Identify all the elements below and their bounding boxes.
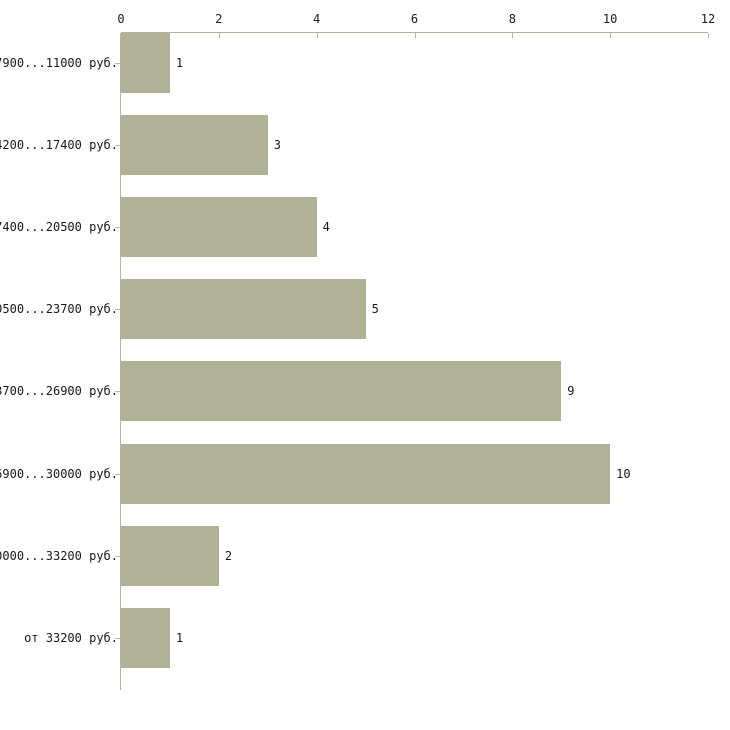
x-tick-label: 10: [602, 12, 618, 26]
x-tick-mark: [708, 33, 709, 38]
category-label: 14200...17400 руб.: [0, 138, 118, 153]
y-tick-mark: [115, 227, 120, 228]
x-axis-line: [121, 32, 708, 33]
y-tick-mark: [115, 474, 120, 475]
x-tick-mark: [316, 33, 318, 38]
y-tick-mark: [115, 638, 120, 639]
x-tick-label: 8: [508, 12, 516, 26]
category-label: от 33200 руб.: [24, 630, 118, 645]
x-tick-mark: [414, 33, 416, 38]
y-tick-mark: [115, 309, 120, 310]
y-tick-mark: [115, 145, 120, 146]
bar-value-label: 4: [322, 220, 330, 235]
bar-value-label: 5: [371, 302, 379, 317]
x-tick-mark: [610, 33, 612, 38]
bar-value-label: 9: [567, 384, 575, 399]
category-label: 20500...23700 руб.: [0, 302, 118, 317]
bar: [121, 525, 219, 586]
category-label: 7900...11000 руб.: [0, 56, 118, 70]
x-tick-label: 2: [215, 12, 223, 26]
bar: [121, 33, 170, 93]
bar-value-label: 10: [616, 466, 631, 481]
bar: [121, 197, 317, 258]
bar-value-label: 2: [224, 548, 233, 563]
x-tick-label: 0: [117, 12, 125, 26]
x-tick-mark: [218, 33, 220, 38]
category-label: 17400...20500 руб.: [0, 220, 118, 235]
bar: [121, 279, 366, 340]
x-tick-label: 4: [313, 12, 321, 26]
category-label: 30000...33200 руб.: [0, 548, 118, 563]
bar: [121, 361, 562, 422]
category-label: 23700...26900 руб.: [0, 384, 118, 399]
bar: [121, 443, 611, 504]
bar-value-label: 3: [273, 138, 281, 153]
x-tick-label: 6: [410, 12, 419, 26]
bar-value-label: 1: [175, 630, 184, 645]
x-tick-label: 12: [700, 12, 716, 26]
y-tick-mark: [115, 63, 120, 64]
category-label: 26900...30000 руб.: [0, 466, 118, 481]
y-axis-line: [120, 33, 121, 690]
y-tick-mark: [115, 556, 120, 557]
bar-value-label: 1: [175, 56, 184, 70]
bar: [121, 115, 268, 176]
x-tick-mark: [512, 33, 514, 38]
bar: [121, 607, 170, 668]
y-tick-mark: [115, 391, 120, 392]
